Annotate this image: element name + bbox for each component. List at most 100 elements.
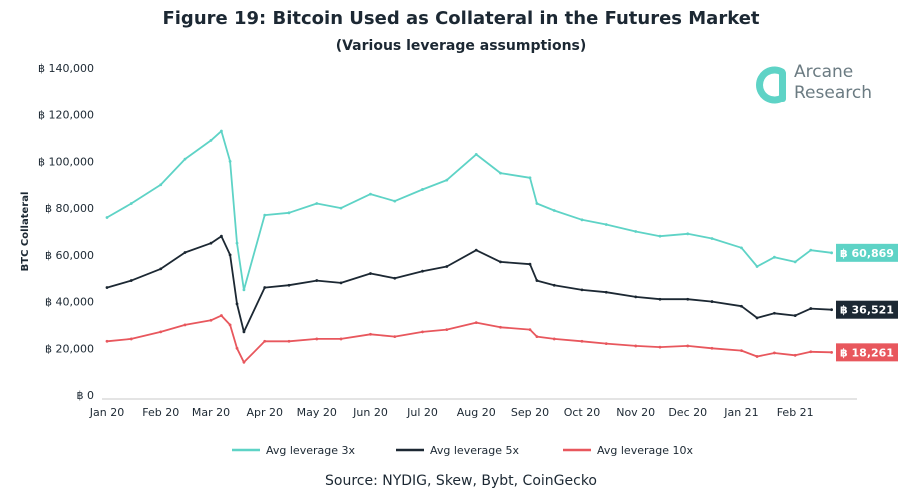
- data-point: [393, 199, 397, 203]
- data-point: [393, 335, 397, 339]
- data-point: [830, 350, 833, 354]
- series-line: [106, 235, 832, 333]
- data-point: [535, 279, 539, 282]
- data-point: [209, 318, 213, 322]
- x-tick-label: Apr 20: [246, 406, 283, 419]
- data-point: [129, 202, 133, 205]
- y-tick-label: ฿ 0: [77, 389, 95, 402]
- data-point: [242, 360, 246, 364]
- legend-label: Avg leverage 3x: [266, 444, 355, 457]
- data-point: [369, 332, 372, 336]
- data-point: [686, 232, 690, 236]
- x-tick-label: Dec 20: [668, 406, 707, 419]
- data-point: [105, 339, 109, 343]
- data-point: [287, 211, 291, 215]
- data-point: [235, 302, 239, 306]
- data-point: [580, 288, 584, 292]
- data-point: [421, 330, 424, 334]
- data-point: [604, 342, 608, 346]
- data-point: [315, 337, 319, 341]
- x-tick-label: Sep 20: [511, 406, 549, 419]
- data-point: [710, 346, 714, 350]
- data-point: [263, 213, 267, 217]
- data-point: [474, 248, 478, 252]
- data-point: [445, 265, 449, 268]
- data-point: [793, 314, 797, 317]
- legend-label: Avg leverage 5x: [430, 444, 519, 457]
- data-point: [552, 337, 556, 341]
- arcane-research-logo: Arcane Research: [752, 62, 902, 112]
- data-point: [658, 345, 662, 349]
- data-point: [339, 337, 343, 341]
- data-point: [740, 304, 743, 308]
- x-tick-label: May 20: [297, 406, 337, 419]
- data-point: [658, 234, 662, 238]
- data-point: [474, 321, 478, 324]
- y-axis-label: BTC Collateral: [20, 192, 31, 272]
- data-point: [809, 307, 813, 310]
- x-tick-label: Feb 20: [142, 406, 179, 419]
- data-point: [604, 290, 608, 294]
- end-value-badge: [836, 243, 898, 262]
- y-tick-label: ฿ 60,000: [45, 249, 94, 262]
- data-point: [499, 260, 502, 264]
- logo-mark-icon: [756, 66, 786, 104]
- end-value-badge: [836, 300, 898, 319]
- data-point: [287, 283, 291, 287]
- data-point: [159, 330, 163, 334]
- data-point: [183, 157, 187, 161]
- chart-title: Figure 19: Bitcoin Used as Collateral in…: [162, 8, 760, 29]
- data-point: [369, 272, 372, 275]
- data-point: [287, 339, 291, 343]
- data-point: [183, 251, 187, 254]
- data-point: [830, 308, 833, 312]
- x-tick-label: Jul 20: [406, 406, 438, 419]
- data-point: [772, 311, 776, 315]
- end-value-label: ฿ 60,869: [840, 247, 894, 260]
- data-point: [228, 160, 232, 163]
- y-tick-label: ฿ 20,000: [45, 342, 94, 355]
- data-point: [793, 260, 797, 264]
- data-point: [393, 276, 397, 280]
- y-tick-label: ฿ 80,000: [45, 202, 94, 215]
- data-point: [369, 192, 372, 196]
- data-point: [552, 283, 556, 287]
- data-point: [528, 176, 532, 180]
- data-point: [235, 241, 239, 245]
- data-point: [658, 297, 662, 301]
- data-point: [220, 234, 223, 238]
- data-point: [421, 188, 424, 191]
- data-point: [339, 206, 343, 210]
- x-tick-label: Mar 20: [192, 406, 230, 419]
- data-point: [580, 218, 584, 222]
- data-point: [772, 255, 776, 259]
- end-value-badge: [836, 343, 898, 362]
- data-point: [793, 353, 797, 357]
- data-point: [755, 316, 759, 320]
- data-point: [159, 267, 163, 271]
- data-point: [339, 281, 343, 285]
- y-tick-label: ฿ 100,000: [38, 155, 94, 168]
- data-point: [634, 295, 638, 299]
- data-point: [499, 325, 502, 329]
- y-tick-label: ฿ 140,000: [38, 62, 94, 75]
- data-point: [772, 351, 776, 355]
- logo-line-2: Research: [794, 83, 872, 103]
- data-point: [604, 223, 608, 226]
- end-value-label: ฿ 18,261: [840, 346, 894, 359]
- data-point: [552, 209, 556, 212]
- data-point: [809, 350, 813, 354]
- data-point: [228, 253, 232, 257]
- y-tick-label: ฿ 120,000: [38, 109, 94, 122]
- data-point: [183, 323, 187, 327]
- data-point: [129, 337, 133, 341]
- data-point: [228, 323, 232, 327]
- x-tick-label: Jan 20: [89, 406, 124, 419]
- data-point: [105, 216, 109, 219]
- data-point: [159, 183, 163, 187]
- logo-wordmark: Arcane Research: [794, 62, 872, 104]
- data-point: [686, 297, 690, 301]
- data-point: [445, 328, 449, 331]
- data-point: [528, 328, 532, 331]
- data-point: [209, 139, 213, 142]
